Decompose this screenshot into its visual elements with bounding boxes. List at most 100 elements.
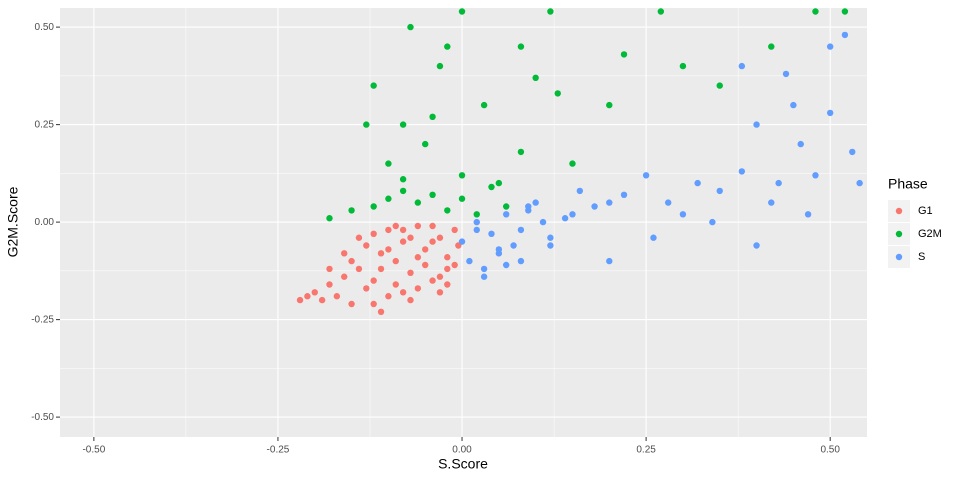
point [775,179,782,187]
point [399,289,407,296]
point [738,62,746,70]
point [370,300,377,308]
point [414,285,422,292]
point [664,199,672,206]
x-axis-label: S.Score [438,456,488,472]
point [414,222,422,230]
point [569,211,576,218]
point [422,261,429,269]
point [399,176,407,183]
point [436,62,444,70]
point [363,121,370,128]
point [797,140,804,148]
point [716,82,723,89]
axes: -0.50 -0.25 0.00 0.25 0.50 -0.50 -0.25 0.00 0.25… [31,22,840,456]
point [370,230,377,238]
y-tick-label: 0.50 [35,22,55,33]
point [569,160,576,167]
point [399,238,407,245]
point [473,226,480,234]
point [429,222,436,230]
point [768,43,775,50]
legend-label: S [918,251,925,263]
point [812,172,819,179]
point [849,148,856,156]
point [399,226,407,234]
point [392,222,399,230]
point [326,281,333,288]
legend: Phase G1 G2M S [888,176,942,268]
point [444,281,451,288]
point [422,140,429,148]
point [399,121,407,128]
point [348,300,355,308]
point [488,230,495,238]
x-tick-label: -0.25 [267,445,290,456]
legend-title: Phase [888,176,928,192]
point [517,43,525,50]
point [377,265,385,273]
y-tick-label: -0.50 [31,412,54,423]
point [488,183,495,191]
legend-label: G2M [918,228,942,240]
point [458,8,466,15]
point [782,70,790,78]
legend-swatch [895,230,903,238]
point [458,238,466,245]
point [841,8,849,15]
legend-swatch [895,253,903,261]
point [525,203,532,210]
point [436,289,444,296]
point [414,254,422,261]
point [620,51,628,58]
point [407,296,414,304]
point [480,101,488,109]
point [517,226,525,234]
point [495,179,503,187]
point [826,109,834,117]
point [510,242,517,249]
point [355,234,363,241]
point [503,203,510,210]
point [385,195,392,202]
point [517,148,525,156]
point [385,226,392,234]
y-tick-label: -0.25 [31,314,54,325]
point [370,203,377,210]
grid [60,8,867,437]
point [377,308,385,316]
legend-swatch [895,207,903,215]
point [495,246,503,253]
point [547,242,554,249]
y-tick-label: 0.00 [35,217,55,228]
point [451,261,458,269]
point [547,234,554,241]
point [326,215,333,222]
point [657,8,665,15]
x-tick-label: 0.25 [636,445,656,456]
point [539,218,547,226]
point [429,191,436,199]
point [304,293,311,300]
point [458,195,466,202]
point [753,121,760,128]
point [407,234,414,241]
point [642,172,650,179]
point [716,187,723,195]
x-tick-label: -0.50 [82,445,105,456]
point [517,257,525,265]
point [414,199,422,206]
point [561,215,569,222]
point [436,234,444,241]
point [679,62,687,70]
point [341,273,348,280]
point [679,211,687,218]
point [407,269,414,277]
point [451,226,458,234]
point [377,250,385,257]
point [709,218,716,226]
point [841,31,849,39]
point [429,238,436,245]
point [392,281,399,288]
point [399,187,407,195]
